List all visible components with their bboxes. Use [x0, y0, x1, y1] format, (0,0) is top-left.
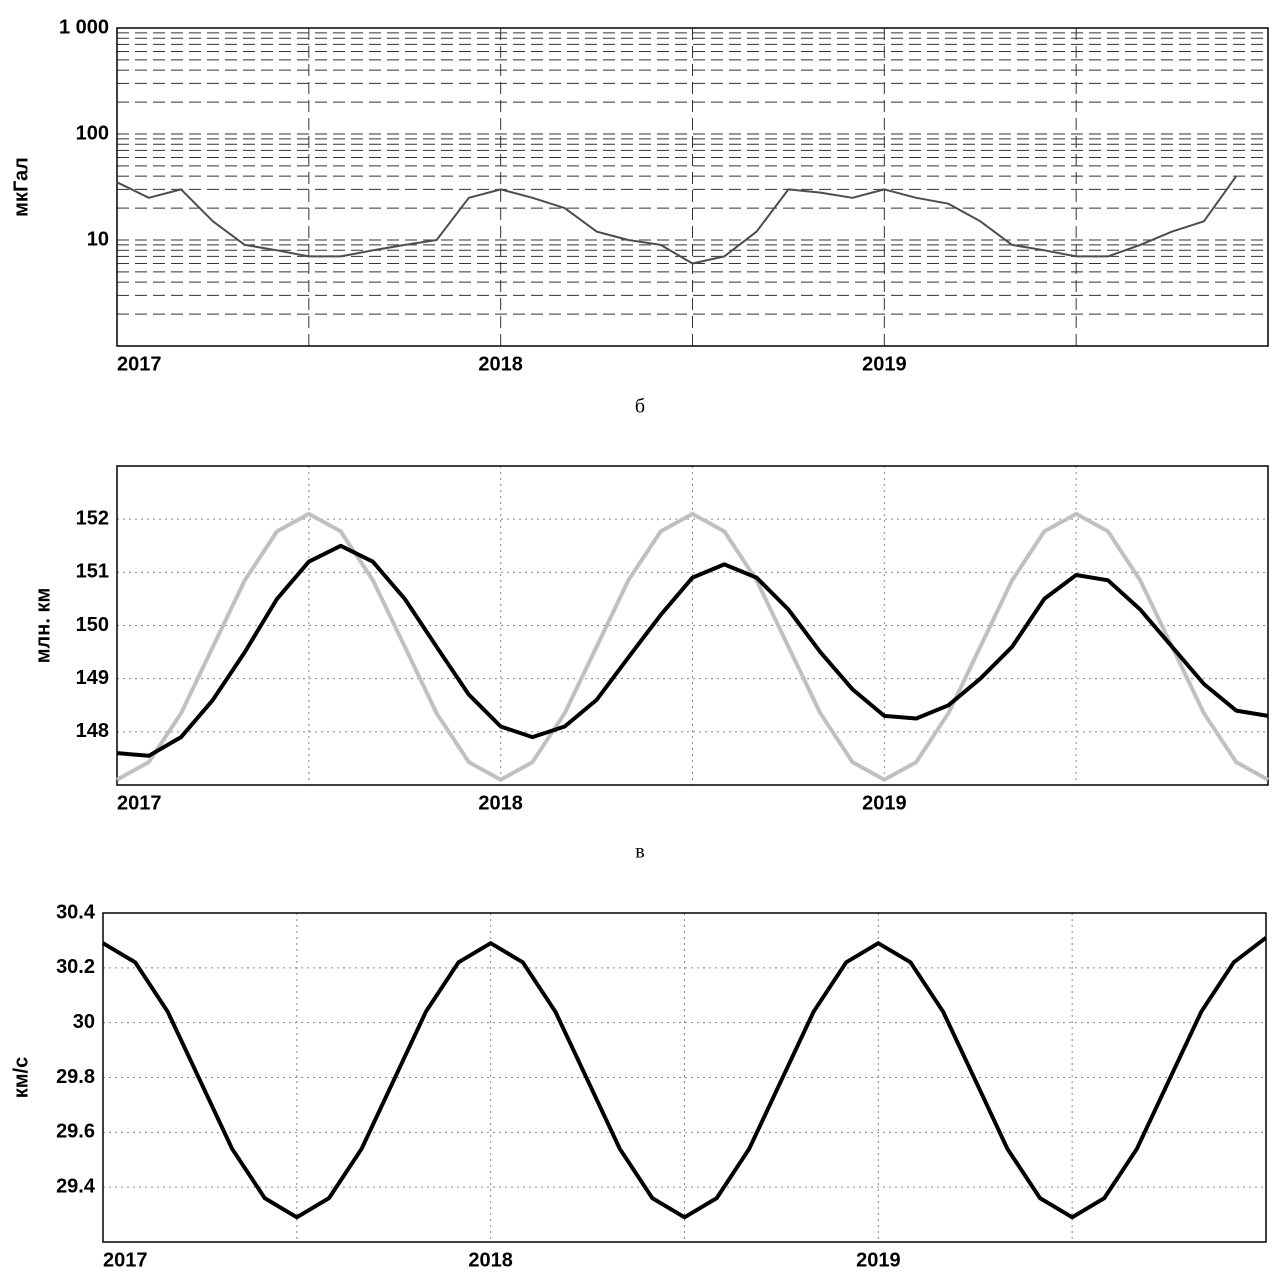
y-tick-label: 150 — [76, 614, 109, 636]
y-axis-label: млн. км — [32, 588, 54, 664]
y-tick-label: 148 — [76, 720, 109, 742]
y-tick-label: 30.4 — [56, 901, 96, 923]
x-tick-label: 2017 — [117, 353, 162, 375]
x-tick-label: 2017 — [117, 792, 162, 814]
series-line — [101, 936, 1268, 1220]
y-tick-label: 149 — [76, 667, 109, 689]
x-tick-label: 2019 — [862, 353, 907, 375]
y-tick-label: 29.4 — [56, 1175, 96, 1197]
x-tick-label: 2018 — [478, 792, 523, 814]
plot-frame — [116, 27, 1269, 347]
y-tick-label: 152 — [76, 507, 109, 529]
x-tick-label: 2019 — [862, 792, 907, 814]
y-tick-label: 29.6 — [56, 1121, 95, 1143]
series-line — [116, 175, 1238, 265]
y-tick-label: 1 000 — [59, 16, 109, 38]
panel-caption: в — [635, 841, 644, 863]
x-tick-label: 2019 — [856, 1249, 901, 1271]
y-tick-label: 30.2 — [56, 956, 95, 978]
panel-caption: б — [635, 396, 645, 418]
x-tick-label: 2018 — [468, 1249, 513, 1271]
y-tick-label: 151 — [76, 561, 109, 583]
y-tick-label: 30 — [73, 1011, 95, 1033]
y-tick-label: 29.8 — [56, 1066, 95, 1088]
y-tick-label: 10 — [87, 228, 109, 250]
series-line — [116, 543, 1269, 758]
y-tick-label: 100 — [76, 122, 109, 144]
plot-frame — [102, 912, 1267, 1243]
y-axis-label: мкГал — [10, 157, 32, 217]
x-tick-label: 2017 — [103, 1249, 148, 1271]
series-line — [116, 511, 1269, 782]
y-axis-label: км/с — [10, 1057, 32, 1098]
plot-frame — [116, 465, 1269, 786]
x-tick-label: 2018 — [478, 353, 523, 375]
